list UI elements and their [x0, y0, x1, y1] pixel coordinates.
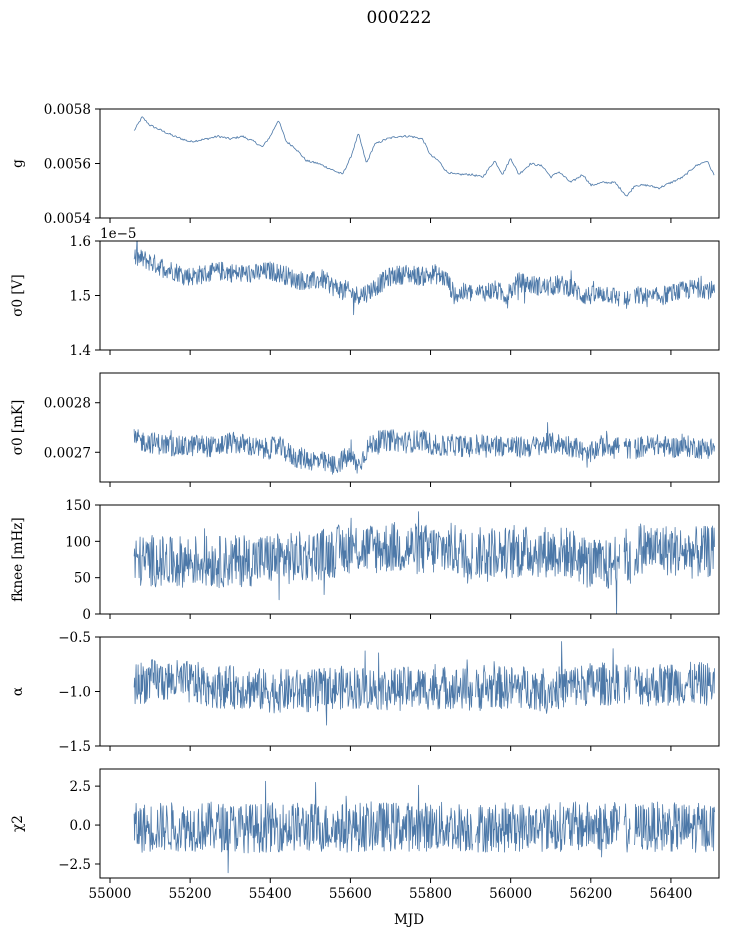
series-line-4	[133, 511, 715, 614]
y-tick-label: 0.0054	[44, 211, 91, 227]
y-tick-label: 1.5	[70, 289, 91, 305]
y-axis-label-6: χ2	[10, 815, 26, 832]
y-tick-label: 0	[82, 607, 91, 623]
series-line-6	[133, 780, 715, 874]
x-tick-label: 56400	[649, 886, 692, 902]
y-tick-label: 1.6	[70, 234, 91, 250]
axes-frame-1	[99, 108, 720, 219]
y-tick-label: −0.5	[58, 630, 91, 646]
y-offset-label: 1e−5	[100, 226, 136, 242]
y-tick-label: 0.0056	[44, 157, 91, 173]
x-tick-label: 55000	[89, 886, 132, 902]
x-tick-label: 55800	[409, 886, 452, 902]
series-line-5	[133, 641, 715, 726]
x-tick-label: 56200	[569, 886, 612, 902]
x-axis-label: MJD	[394, 912, 424, 928]
y-axis-label-1: g	[10, 159, 26, 168]
y-tick-label: 1.4	[70, 343, 91, 359]
y-tick-label: −1.0	[58, 685, 91, 701]
y-tick-label: 100	[65, 534, 91, 550]
figure-title: 000222	[367, 8, 432, 28]
y-tick-label: 0.0028	[44, 396, 91, 412]
y-tick-label: −1.5	[58, 739, 91, 755]
x-tick-label: 55600	[329, 886, 372, 902]
axes-frame-2	[99, 240, 720, 351]
x-tick-label: 55200	[169, 886, 212, 902]
y-axis-label-2: σ0 [V]	[10, 274, 26, 316]
y-axis-label-3: σ0 [mK]	[10, 400, 26, 456]
series-line-1	[133, 116, 715, 197]
y-tick-label: 0.0	[70, 818, 91, 834]
y-tick-label: 50	[74, 571, 91, 587]
axes-frame-3	[99, 372, 720, 483]
y-tick-label: 0.0027	[44, 445, 91, 461]
axes-frame-6	[99, 768, 720, 879]
y-tick-label: 0.0058	[44, 102, 91, 118]
y-tick-label: 2.5	[70, 779, 91, 795]
y-tick-label: 150	[65, 498, 91, 514]
y-tick-label: −2.5	[58, 857, 91, 873]
series-line-3	[133, 422, 715, 475]
axes-frame-4	[99, 504, 720, 615]
y-axis-label-5: α	[10, 687, 26, 696]
x-tick-label: 55400	[249, 886, 292, 902]
x-tick-label: 56000	[489, 886, 532, 902]
series-line-2	[133, 241, 715, 316]
y-axis-label-4: fknee [mHz]	[10, 517, 26, 601]
